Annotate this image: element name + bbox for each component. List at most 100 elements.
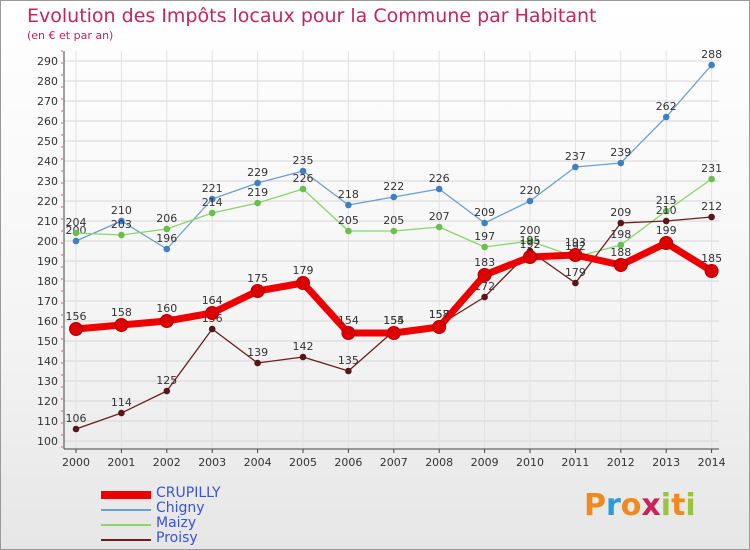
data-label-proisy: 179 <box>565 266 586 279</box>
data-point-maizy <box>345 227 352 235</box>
data-point-proisy <box>708 213 715 221</box>
data-point-proisy <box>254 359 261 367</box>
logo-letter: o <box>620 488 642 523</box>
data-point-crupilly <box>659 236 674 250</box>
x-tick-label: 2004 <box>244 456 272 469</box>
y-tick-label: 110 <box>37 415 58 428</box>
data-point-maizy <box>118 231 125 239</box>
data-label-proisy: 125 <box>156 374 177 387</box>
data-point-crupilly <box>704 264 719 278</box>
data-label-crupilly: 156 <box>66 310 87 323</box>
data-label-crupilly: 199 <box>656 224 677 237</box>
data-point-crupilly <box>568 248 583 262</box>
x-tick-label: 2011 <box>561 456 589 469</box>
y-tick-label: 280 <box>37 75 58 88</box>
data-label-maizy: 206 <box>156 212 177 225</box>
data-point-proisy <box>163 387 171 395</box>
data-point-chigny <box>481 219 488 227</box>
legend-label-proisy: Proisy <box>156 530 198 546</box>
data-point-crupilly <box>114 318 129 332</box>
legend-item-proisy: Proisy <box>101 530 301 547</box>
data-label-crupilly: 192 <box>520 238 541 251</box>
data-point-chigny <box>662 113 670 121</box>
data-point-proisy <box>572 279 579 287</box>
data-point-chigny <box>118 217 125 225</box>
data-point-maizy <box>208 209 216 217</box>
data-point-crupilly <box>341 326 356 340</box>
data-point-crupilly <box>296 276 310 290</box>
data-label-chigny: 226 <box>429 172 450 185</box>
data-point-chigny <box>617 159 625 167</box>
data-label-crupilly: 154 <box>383 314 404 327</box>
data-label-chigny: 229 <box>247 166 268 179</box>
data-label-maizy: 214 <box>202 196 223 209</box>
x-tick-label: 2001 <box>107 456 135 469</box>
data-point-chigny <box>708 61 715 69</box>
y-tick-label: 130 <box>37 375 58 388</box>
data-point-chigny <box>345 201 352 209</box>
data-label-chigny: 218 <box>338 188 359 201</box>
data-point-crupilly <box>386 326 401 340</box>
data-label-chigny: 262 <box>656 100 677 113</box>
data-point-chigny <box>72 237 80 245</box>
data-label-crupilly: 157 <box>429 308 450 321</box>
data-label-crupilly: 185 <box>701 252 722 265</box>
data-point-proisy <box>481 293 488 301</box>
legend-item-maizy: Maizy <box>101 516 301 532</box>
logo-letter: x <box>641 488 661 523</box>
data-label-chigny: 196 <box>156 232 177 245</box>
data-point-chigny <box>254 179 261 187</box>
x-tick-label: 2009 <box>471 456 499 469</box>
data-point-crupilly <box>205 306 220 320</box>
data-point-maizy <box>72 229 80 237</box>
data-label-crupilly: 158 <box>111 306 132 319</box>
logo-letter: i <box>660 488 672 523</box>
data-label-crupilly: 160 <box>156 302 177 315</box>
data-label-proisy: 155 <box>383 314 404 327</box>
y-tick-label: 260 <box>37 115 58 128</box>
legend: CRUPILLY Chigny Maizy Proisy <box>101 486 301 547</box>
y-tick-label: 140 <box>37 355 58 368</box>
chart-title: Evolution des Impôts locaux pour la Comm… <box>27 5 597 27</box>
data-label-crupilly: 193 <box>565 236 586 249</box>
data-label-chigny: 209 <box>474 206 495 219</box>
x-tick-label: 2000 <box>62 456 90 469</box>
logo-letter: i <box>685 488 696 523</box>
x-tick-label: 2007 <box>380 456 408 469</box>
data-point-proisy <box>662 217 670 225</box>
data-label-proisy: 135 <box>338 354 359 367</box>
data-point-chigny <box>163 245 171 253</box>
data-label-chigny: 235 <box>293 154 314 167</box>
data-point-maizy <box>299 185 307 193</box>
data-point-crupilly <box>432 320 447 334</box>
data-label-maizy: 207 <box>429 210 450 223</box>
data-point-crupilly <box>250 284 265 298</box>
data-label-maizy: 204 <box>66 216 87 229</box>
legend-swatch-maizy <box>101 524 151 526</box>
y-tick-label: 250 <box>37 135 58 148</box>
data-label-maizy: 197 <box>474 230 495 243</box>
data-label-proisy: 195 <box>520 234 541 247</box>
y-tick-label: 170 <box>37 295 58 308</box>
data-point-proisy <box>345 367 352 375</box>
data-point-chigny <box>299 167 307 175</box>
data-label-maizy: 215 <box>656 194 677 207</box>
data-label-maizy: 205 <box>383 214 404 227</box>
data-point-maizy <box>481 243 488 251</box>
y-tick-label: 150 <box>37 335 58 348</box>
data-label-proisy: 142 <box>293 340 314 353</box>
legend-label-chigny: Chigny <box>156 500 205 516</box>
data-label-maizy: 203 <box>111 218 132 231</box>
data-point-proisy <box>118 409 125 417</box>
legend-item-chigny: Chigny <box>101 500 301 517</box>
data-point-maizy <box>708 175 715 183</box>
data-point-chigny <box>526 197 534 205</box>
y-tick-label: 160 <box>37 315 58 328</box>
data-label-maizy: 198 <box>610 228 631 241</box>
data-label-proisy: 139 <box>247 346 268 359</box>
legend-swatch-proisy <box>101 539 151 541</box>
data-label-proisy: 106 <box>66 412 87 425</box>
y-tick-label: 240 <box>37 155 58 168</box>
